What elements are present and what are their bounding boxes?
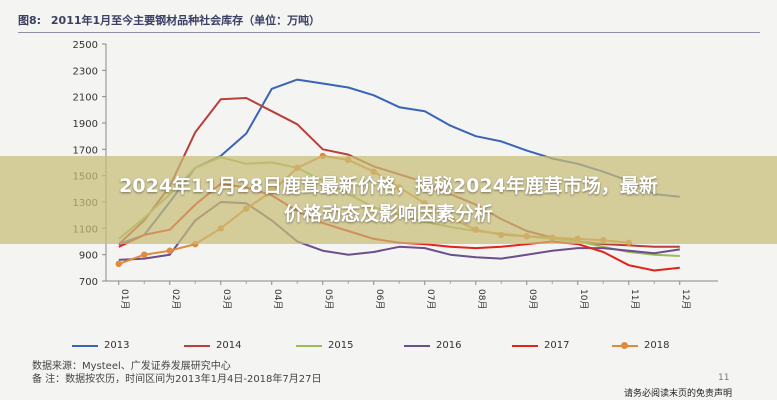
legend-label: 2018 — [644, 340, 670, 351]
x-tick-label: 05月 — [323, 289, 334, 309]
figure-label: 图8: — [18, 14, 42, 27]
legend-label: 2016 — [436, 340, 462, 351]
x-tick-label: 12月 — [680, 289, 691, 309]
y-tick-label: 900 — [79, 251, 98, 262]
title-divider — [18, 32, 760, 33]
legend-label: 2017 — [544, 340, 570, 351]
figure-title-row: 图8: 2011年1月至今主要钢材品种社会库存（单位：万吨） — [18, 10, 758, 32]
y-tick-label: 2300 — [73, 66, 98, 77]
disclaimer-watermark: 请务必阅读末页的免责声明 — [624, 389, 733, 399]
figure-title: 2011年1月至今主要钢材品种社会库存（单位：万吨） — [50, 14, 321, 27]
x-tick-label: 06月 — [374, 289, 385, 309]
headline-banner — [0, 156, 777, 244]
legend-swatch — [512, 345, 538, 347]
y-tick-label: 700 — [79, 277, 98, 288]
legend-label: 2013 — [104, 340, 130, 351]
chart-legend: 2013 2014 2015 2016 2017 2018 — [72, 338, 712, 354]
legend-marker — [621, 342, 628, 349]
x-tick-label: 02月 — [170, 289, 181, 309]
y-tick-label: 1900 — [73, 119, 98, 130]
legend-swatch — [296, 345, 322, 347]
x-tick-label: 01月 — [119, 289, 130, 309]
x-tick-label: 09月 — [527, 289, 538, 309]
headline-line-2: 价格动态及影响因素分析 — [283, 203, 493, 225]
x-tick-label: 03月 — [221, 289, 232, 309]
x-tick-label: 10月 — [578, 289, 589, 309]
legend-label: 2015 — [328, 340, 354, 351]
remark-note: 备 注：数据按农历，时间区间为2013年1月4日-2018年7月27日 — [32, 374, 322, 385]
legend-label: 2014 — [216, 340, 242, 351]
legend-swatch — [404, 345, 430, 347]
x-tick-label: 11月 — [629, 289, 640, 309]
source-note: 数据来源：Mysteel、广发证券发展研究中心 — [32, 361, 231, 372]
y-tick-label: 2100 — [73, 93, 98, 104]
headline-line-1: 2024年11月28日鹿茸最新价格，揭秘2024年鹿茸市场，最新 — [119, 175, 658, 197]
headline-text: 2024年11月28日鹿茸最新价格，揭秘2024年鹿茸市场，最新 价格动态及影响… — [0, 172, 777, 228]
series-point-2018 — [115, 260, 122, 268]
legend-swatch — [72, 345, 98, 347]
series-point-2018 — [166, 247, 173, 254]
page-number: 11 — [718, 373, 730, 383]
legend-swatch — [184, 345, 210, 347]
series-point-2018 — [141, 251, 148, 258]
y-tick-label: 1700 — [73, 145, 98, 156]
x-tick-label: 08月 — [476, 289, 487, 309]
x-tick-label: 07月 — [425, 289, 436, 309]
chart-notes: 数据来源：Mysteel、广发证券发展研究中心 备 注：数据按农历，时间区间为2… — [32, 360, 322, 386]
x-tick-label: 04月 — [272, 289, 283, 309]
y-tick-label: 2500 — [73, 40, 98, 51]
